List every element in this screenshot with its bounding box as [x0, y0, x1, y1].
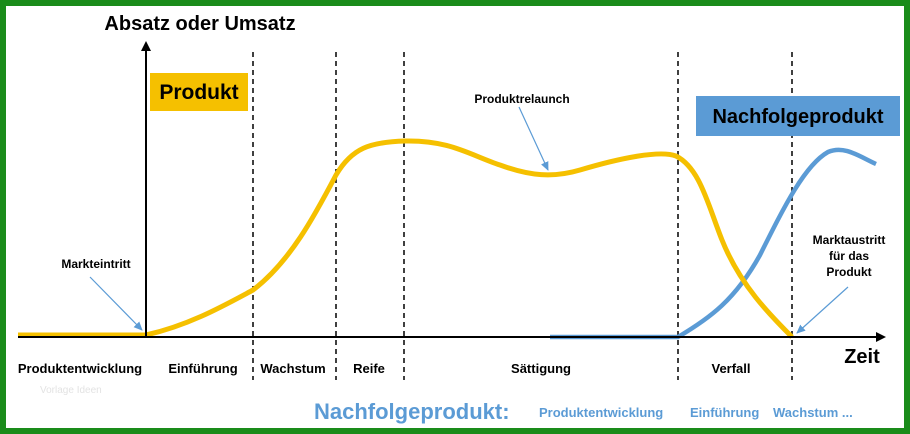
- product-lifecycle-diagram: Absatz oder Umsatz Zeit Produkt Nachfolg…: [18, 13, 900, 424]
- product-label-box: [150, 73, 248, 111]
- product-curve: [18, 138, 794, 339]
- watermark: Vorlage Ideen: [40, 385, 102, 396]
- market-exit-label: Produkt: [826, 265, 871, 279]
- successor-curve: [550, 147, 877, 340]
- successor-phase-label: Wachstum ...: [773, 405, 853, 420]
- phase-label: Verfall: [711, 361, 750, 376]
- phase-label: Produktentwicklung: [18, 361, 142, 376]
- phase-label: Sättigung: [511, 361, 571, 376]
- phase-label: Wachstum: [260, 361, 325, 376]
- market-entry-arrow: [89, 276, 143, 331]
- phase-label: Einführung: [168, 361, 237, 376]
- successor-phase-label: Einführung: [690, 405, 759, 420]
- market-entry-label: Markteintritt: [61, 257, 130, 271]
- y-axis-label: Absatz oder Umsatz: [104, 13, 295, 35]
- phase-label: Reife: [353, 361, 385, 376]
- successor-phase-label: Produktentwicklung: [539, 405, 663, 420]
- successor-label: Nachfolgeprodukt: [712, 106, 883, 128]
- product-label: Produkt: [159, 81, 238, 104]
- market-exit-label: für das: [829, 249, 869, 263]
- market-exit-arrow: [796, 286, 849, 334]
- successor-label-box: [696, 96, 900, 136]
- relaunch-label: Produktrelaunch: [474, 92, 569, 106]
- x-axis-label: Zeit: [844, 346, 880, 368]
- successor-row-title: Nachfolgeprodukt:: [314, 399, 510, 424]
- relaunch-arrow: [518, 106, 549, 171]
- market-exit-label: Marktaustritt: [813, 233, 886, 247]
